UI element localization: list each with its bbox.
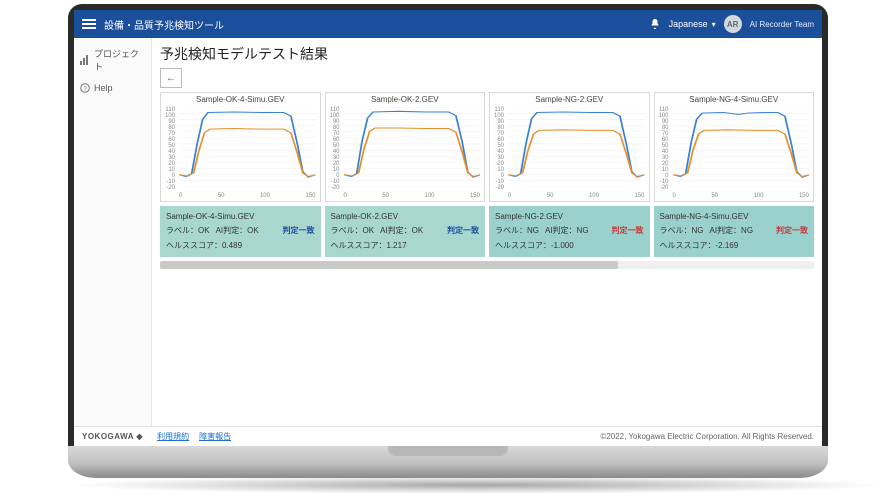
card-ai-judgement: AI判定：OK	[380, 225, 423, 236]
result-card: Sample-NG-4-Simu.GEV ラベル：NG AI判定：NG 判定一致…	[654, 206, 815, 257]
card-ai-judgement: AI判定：NG	[545, 225, 589, 236]
menu-icon[interactable]	[82, 19, 96, 29]
team-label: AI Recorder Team	[750, 20, 814, 29]
line-chart	[344, 107, 481, 187]
chevron-down-icon: ▾	[712, 20, 716, 29]
chart-y-ticks: 1101009080706050403020100-10-20	[161, 107, 177, 187]
charts-row: Sample-OK-4-Simu.GEV 11010090807060504030…	[160, 92, 814, 202]
main: 予兆検知モデルテスト結果 ← Sample-OK-4-Simu.GEV 11010…	[152, 38, 822, 426]
topbar: 設備・品質予兆検知ツール Japanese ▾ AR AI Recorder T…	[74, 10, 822, 38]
footer-link-report[interactable]: 障害報告	[199, 431, 231, 442]
chart-x-ticks: 050100150	[344, 193, 481, 199]
card-judge-result: 判定一致	[447, 225, 479, 236]
card-label: ラベル：NG	[660, 225, 704, 236]
line-chart	[673, 107, 810, 187]
chart-panel: Sample-OK-4-Simu.GEV 11010090807060504030…	[160, 92, 321, 202]
chart-panel: Sample-OK-2.GEV 1101009080706050403020100…	[325, 92, 486, 202]
bars-icon	[80, 55, 90, 65]
chart-area	[344, 107, 481, 187]
line-chart	[508, 107, 645, 187]
card-health-score: ヘルススコア：-1.000	[495, 240, 644, 251]
horizontal-scrollbar[interactable]	[160, 261, 814, 269]
card-health-score: ヘルススコア：1.217	[331, 240, 480, 251]
card-judge-result: 判定一致	[283, 225, 315, 236]
language-label: Japanese	[669, 19, 708, 29]
chart-y-ticks: 1101009080706050403020100-10-20	[655, 107, 671, 187]
chart-area	[179, 107, 316, 187]
sidebar-item-project[interactable]: プロジェクト	[78, 44, 147, 76]
chart-x-ticks: 050100150	[508, 193, 645, 199]
chart-title: Sample-NG-2.GEV	[490, 93, 649, 104]
card-mid-row: ラベル：OK AI判定：OK 判定一致	[166, 225, 315, 236]
card-health-score: ヘルススコア：0.489	[166, 240, 315, 251]
card-health-score: ヘルススコア：-2.169	[660, 240, 809, 251]
chart-x-ticks: 050100150	[179, 193, 316, 199]
footer-brand: YOKOGAWA ◆	[82, 432, 143, 441]
card-judge-result: 判定一致	[612, 225, 644, 236]
card-ai-judgement: AI判定：OK	[216, 225, 259, 236]
card-label: ラベル：OK	[166, 225, 210, 236]
footer-link-terms[interactable]: 利用規約	[157, 431, 189, 442]
chart-title: Sample-OK-2.GEV	[326, 93, 485, 104]
card-sample-name: Sample-NG-4-Simu.GEV	[660, 212, 809, 221]
result-card: Sample-OK-2.GEV ラベル：OK AI判定：OK 判定一致 ヘルスス…	[325, 206, 486, 257]
laptop-shadow	[68, 476, 888, 494]
chart-area	[673, 107, 810, 187]
line-chart	[179, 107, 316, 187]
chart-panel: Sample-NG-4-Simu.GEV 11010090807060504030…	[654, 92, 815, 202]
card-mid-row: ラベル：NG AI判定：NG 判定一致	[495, 225, 644, 236]
topbar-right: Japanese ▾ AR AI Recorder Team	[649, 15, 814, 33]
card-mid-row: ラベル：NG AI判定：NG 判定一致	[660, 225, 809, 236]
screen-bezel: 設備・品質予兆検知ツール Japanese ▾ AR AI Recorder T…	[68, 4, 828, 446]
chart-panel: Sample-NG-2.GEV 1101009080706050403020100…	[489, 92, 650, 202]
avatar[interactable]: AR	[724, 15, 742, 33]
footer: YOKOGAWA ◆ 利用規約 障害報告 ©2022, Yokogawa Ele…	[74, 426, 822, 446]
laptop-base	[68, 446, 828, 478]
card-judge-result: 判定一致	[776, 225, 808, 236]
chart-y-ticks: 1101009080706050403020100-10-20	[326, 107, 342, 187]
card-sample-name: Sample-OK-4-Simu.GEV	[166, 212, 315, 221]
card-sample-name: Sample-OK-2.GEV	[331, 212, 480, 221]
back-button[interactable]: ←	[160, 68, 182, 88]
result-card: Sample-NG-2.GEV ラベル：NG AI判定：NG 判定一致 ヘルスス…	[489, 206, 650, 257]
chart-title: Sample-OK-4-Simu.GEV	[161, 93, 320, 104]
cards-row: Sample-OK-4-Simu.GEV ラベル：OK AI判定：OK 判定一致…	[160, 206, 814, 257]
footer-copyright: ©2022, Yokogawa Electric Corporation. Al…	[600, 432, 814, 441]
app-title: 設備・品質予兆検知ツール	[104, 17, 649, 32]
app-screen: 設備・品質予兆検知ツール Japanese ▾ AR AI Recorder T…	[74, 10, 822, 446]
sidebar-item-help[interactable]: ? Help	[78, 80, 147, 96]
card-ai-judgement: AI判定：NG	[710, 225, 754, 236]
chart-area	[508, 107, 645, 187]
scrollbar-thumb[interactable]	[160, 261, 618, 269]
result-card: Sample-OK-4-Simu.GEV ラベル：OK AI判定：OK 判定一致…	[160, 206, 321, 257]
bell-icon[interactable]	[649, 18, 661, 30]
chart-y-ticks: 1101009080706050403020100-10-20	[490, 107, 506, 187]
sidebar-item-label: プロジェクト	[94, 47, 145, 73]
card-sample-name: Sample-NG-2.GEV	[495, 212, 644, 221]
workspace: プロジェクト ? Help 予兆検知モデルテスト結果 ← Sample-OK-4…	[74, 38, 822, 426]
chart-x-ticks: 050100150	[673, 193, 810, 199]
card-label: ラベル：OK	[331, 225, 375, 236]
card-mid-row: ラベル：OK AI判定：OK 判定一致	[331, 225, 480, 236]
language-selector[interactable]: Japanese ▾	[669, 19, 716, 29]
card-label: ラベル：NG	[495, 225, 539, 236]
help-icon: ?	[80, 83, 90, 93]
laptop-frame: 設備・品質予兆検知ツール Japanese ▾ AR AI Recorder T…	[68, 4, 828, 494]
page-title: 予兆検知モデルテスト結果	[160, 44, 814, 64]
sidebar-item-label: Help	[94, 83, 113, 93]
sidebar: プロジェクト ? Help	[74, 38, 152, 426]
chart-title: Sample-NG-4-Simu.GEV	[655, 93, 814, 104]
